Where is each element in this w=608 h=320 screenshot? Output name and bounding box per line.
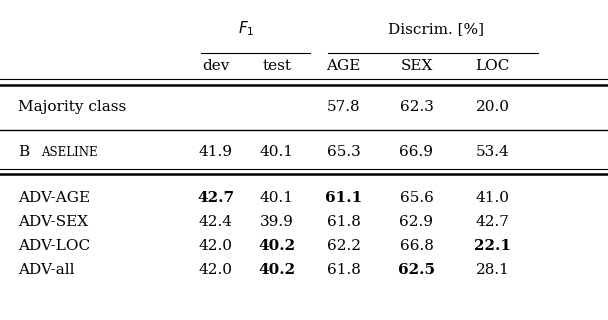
Text: ADV-SEX: ADV-SEX — [18, 215, 88, 229]
Text: 61.1: 61.1 — [325, 191, 362, 205]
Text: $F_1$: $F_1$ — [238, 20, 255, 38]
Text: 40.2: 40.2 — [258, 239, 295, 253]
Text: SEX: SEX — [400, 59, 433, 73]
Text: 20.0: 20.0 — [475, 100, 510, 114]
Text: LOC: LOC — [475, 59, 510, 73]
Text: 40.1: 40.1 — [260, 191, 294, 205]
Text: ADV-AGE: ADV-AGE — [18, 191, 91, 205]
Text: 28.1: 28.1 — [475, 263, 510, 277]
Text: 42.4: 42.4 — [199, 215, 233, 229]
Text: 65.6: 65.6 — [399, 191, 434, 205]
Text: Majority class: Majority class — [18, 100, 126, 114]
Text: 42.7: 42.7 — [475, 215, 510, 229]
Text: 62.2: 62.2 — [326, 239, 361, 253]
Text: 39.9: 39.9 — [260, 215, 294, 229]
Text: 40.2: 40.2 — [258, 263, 295, 277]
Text: 65.3: 65.3 — [326, 145, 361, 159]
Text: 57.8: 57.8 — [326, 100, 361, 114]
Text: 62.9: 62.9 — [399, 215, 434, 229]
Text: 53.4: 53.4 — [475, 145, 510, 159]
Text: AGE: AGE — [326, 59, 361, 73]
Text: 61.8: 61.8 — [326, 215, 361, 229]
Text: 62.5: 62.5 — [398, 263, 435, 277]
Text: test: test — [262, 59, 291, 73]
Text: 22.1: 22.1 — [474, 239, 511, 253]
Text: ADV-LOC: ADV-LOC — [18, 239, 91, 253]
Text: 42.0: 42.0 — [199, 263, 233, 277]
Text: 66.9: 66.9 — [399, 145, 434, 159]
Text: dev: dev — [202, 59, 230, 73]
Text: ADV-all: ADV-all — [18, 263, 75, 277]
Text: 42.0: 42.0 — [199, 239, 233, 253]
Text: 41.0: 41.0 — [475, 191, 510, 205]
Text: 62.3: 62.3 — [399, 100, 434, 114]
Text: B: B — [18, 145, 29, 159]
Text: 42.7: 42.7 — [197, 191, 235, 205]
Text: ASELINE: ASELINE — [41, 146, 98, 158]
Text: 40.1: 40.1 — [260, 145, 294, 159]
Text: 61.8: 61.8 — [326, 263, 361, 277]
Text: Discrim. [%]: Discrim. [%] — [389, 22, 484, 36]
Text: 66.8: 66.8 — [399, 239, 434, 253]
Text: 41.9: 41.9 — [199, 145, 233, 159]
